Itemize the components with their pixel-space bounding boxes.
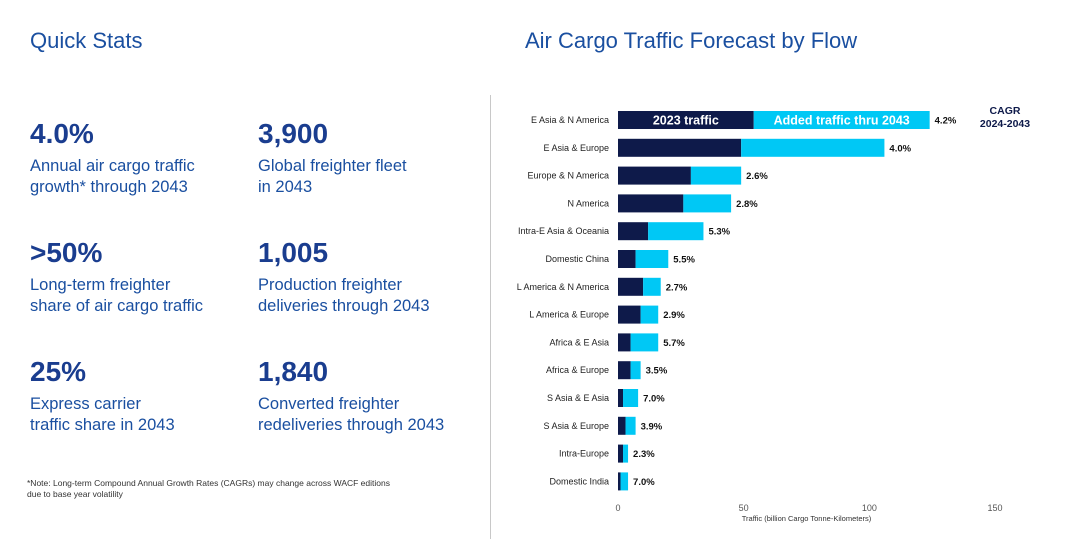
cagr-label: 7.0% [643,394,665,405]
category-label: S Asia & E Asia [547,393,609,403]
category-label: L America & Europe [529,310,609,320]
bar-added-traffic [683,194,732,213]
category-label: Intra-Europe [559,449,609,459]
stat-text: Global freighter fleet in 2043 [258,157,407,196]
section-divider [490,95,491,539]
bar-2023-traffic [618,305,641,324]
x-tick-label: 150 [987,503,1002,513]
x-tick-label: 50 [739,503,749,513]
cagr-label: 5.5% [673,255,695,266]
cagr-label: 2.7% [666,282,688,293]
bar-2023-traffic [618,277,644,296]
category-label: Intra-E Asia & Oceania [518,226,609,236]
footnote: *Note: Long-term Compound Annual Growth … [27,478,390,499]
category-label: Domestic China [545,254,609,264]
stat-text: Annual air cargo traffic growth* through… [30,157,195,196]
stat-freighter-share: >50% Long-term freighter share of air ca… [30,237,260,317]
bar-added-traffic [620,472,629,491]
bar-added-traffic [648,222,704,241]
x-axis-label: Traffic (billion Cargo Tonne-Kilometers) [742,514,872,523]
bar-added-traffic [623,389,639,407]
cagr-label: 2.6% [746,171,768,182]
category-label: Africa & E Asia [549,337,609,347]
category-label: E Asia & N America [531,115,609,125]
cagr-label: 5.7% [663,338,685,349]
legend-2023-traffic: 2023 traffic [653,114,719,128]
stat-freighter-fleet: 3,900 Global freighter fleet in 2043 [258,118,488,198]
stat-text: Production freighter deliveries through … [258,276,430,315]
category-label: N America [567,198,609,208]
quick-stats-title: Quick Stats [30,28,143,53]
x-tick-label: 0 [615,503,620,513]
cagr-annotation-title: CAGR [990,105,1021,117]
cagr-label: 3.9% [641,421,663,432]
category-label: E Asia & Europe [543,143,609,153]
stat-production-deliveries: 1,005 Production freighter deliveries th… [258,237,488,317]
stat-text: Express carrier traffic share in 2043 [30,395,175,434]
bar-added-traffic [623,444,629,463]
cagr-label: 4.2% [935,116,957,127]
x-tick-label: 100 [862,503,877,513]
category-label: S Asia & Europe [543,421,609,431]
bar-2023-traffic [618,111,754,129]
bar-added-traffic [690,166,742,185]
category-label: Africa & Europe [546,365,609,375]
bar-added-traffic [753,111,930,129]
bar-2023-traffic [618,389,624,407]
bar-added-traffic [625,416,636,435]
traffic-forecast-chart: E Asia & N America 4.2% E Asia & Europe 4.0… [517,105,1030,523]
bar-2023-traffic [618,361,631,380]
stat-text: Long-term freighter share of air cargo t… [30,276,204,315]
bar-2023-traffic [618,416,626,435]
bar-added-traffic [640,305,659,324]
stat-value: 4.0% [30,118,94,149]
stat-value: >50% [30,237,103,268]
bar-added-traffic [741,138,885,157]
cagr-label: 2.9% [663,310,685,321]
bar-2023-traffic [618,444,624,463]
cagr-label: 5.3% [708,227,730,238]
stat-text: Converted freighter redeliveries through… [258,395,445,434]
bar-added-traffic [635,250,669,268]
stat-value: 3,900 [258,118,329,149]
bar-2023-traffic [618,250,636,268]
stat-value: 1,005 [258,237,329,268]
cagr-label: 3.5% [646,366,668,377]
stat-converted-redeliveries: 1,840 Converted freighter redeliveries t… [258,356,488,436]
stat-value: 25% [30,356,87,387]
cagr-annotation-period: 2024-2043 [980,118,1030,130]
category-label: Europe & N America [527,171,609,181]
category-label: L America & N America [517,282,609,292]
cagr-label: 4.0% [889,143,911,154]
stat-annual-growth: 4.0% Annual air cargo traffic growth* th… [30,118,260,198]
legend-added-traffic: Added traffic thru 2043 [774,114,910,128]
bar-2023-traffic [618,333,631,352]
cagr-label: 2.8% [736,199,758,210]
cagr-label: 7.0% [633,477,655,488]
stat-express-share: 25% Express carrier traffic share in 204… [30,356,260,436]
chart-title: Air Cargo Traffic Forecast by Flow [525,28,858,53]
bar-2023-traffic [618,194,684,213]
bar-2023-traffic [618,138,742,157]
bar-added-traffic [630,333,659,352]
bar-added-traffic [643,277,661,296]
bar-2023-traffic [618,472,621,491]
bar-2023-traffic [618,166,691,185]
bar-2023-traffic [618,222,649,241]
bar-added-traffic [630,361,641,380]
stat-value: 1,840 [258,356,329,387]
cagr-label: 2.3% [633,449,655,460]
category-label: Domestic India [549,476,609,486]
